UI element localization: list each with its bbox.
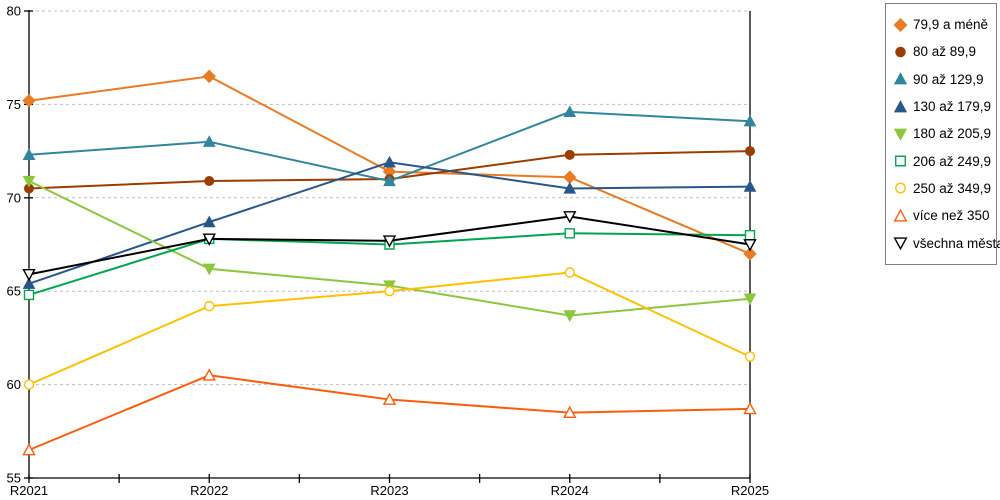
triangle-up-marker-icon — [893, 208, 908, 222]
y-tick-label: 55 — [7, 471, 21, 486]
triangle-down-marker-icon — [893, 237, 908, 251]
data-point-marker — [563, 170, 577, 184]
data-point-marker — [22, 175, 36, 188]
series-90-a-129-9 — [22, 105, 757, 187]
data-point-marker — [22, 277, 36, 289]
data-point-marker — [564, 228, 575, 239]
legend-item: 206 až 249,9 — [893, 147, 992, 174]
legend-item: 90 až 129,9 — [893, 66, 992, 93]
legend: 79,9 a méně 80 až 89,9 90 až 129,9 130 až 1… — [885, 3, 1000, 265]
legend-item: všechna města — [893, 229, 1000, 256]
data-point-marker — [563, 405, 577, 418]
data-point-marker — [744, 351, 756, 362]
legend-label: 206 až 249,9 — [913, 153, 992, 169]
data-point-marker — [204, 175, 215, 186]
series-130-a-179-9 — [22, 155, 757, 289]
y-tick-label: 70 — [7, 190, 21, 205]
data-point-marker — [382, 235, 397, 248]
legend-item: 250 až 349,9 — [893, 175, 992, 202]
data-point-marker — [22, 148, 36, 161]
data-point-marker — [743, 401, 757, 415]
series-v-echna-m-sta — [22, 211, 757, 282]
data-point-marker — [743, 293, 757, 306]
data-point-marker — [743, 180, 757, 192]
data-point-marker — [202, 233, 216, 246]
y-tick-label: 75 — [7, 97, 21, 112]
x-tick-label: R2021 — [10, 483, 48, 498]
legend-item: 79,9 a méně — [893, 11, 992, 38]
data-point-marker — [743, 247, 757, 261]
x-tick-label: R2024 — [551, 483, 589, 498]
legend-label: 130 až 179,9 — [913, 99, 992, 115]
legend-label: více než 350 — [913, 208, 990, 224]
data-point-marker — [895, 46, 906, 58]
data-point-marker — [22, 443, 36, 456]
data-point-marker — [382, 392, 397, 405]
data-point-marker — [564, 267, 575, 278]
series-250-a-349-9 — [23, 267, 756, 390]
legend-label: 90 až 129,9 — [913, 71, 984, 87]
data-point-marker — [564, 149, 575, 160]
data-point-marker — [563, 181, 577, 194]
data-point-marker — [563, 310, 577, 323]
data-point-marker — [893, 17, 908, 32]
circle-marker-icon — [895, 46, 906, 58]
data-point-marker — [893, 72, 908, 85]
legend-label: 80 až 89,9 — [913, 44, 977, 60]
legend-item: 180 až 205,9 — [893, 120, 992, 147]
triangle-down-marker-icon — [893, 128, 908, 141]
data-point-marker — [383, 155, 396, 168]
data-point-marker — [893, 128, 908, 141]
legend-label: 79,9 a méně — [913, 17, 989, 33]
data-point-marker — [202, 263, 216, 276]
series-79-9-a-m-n- — [22, 69, 757, 261]
triangle-up-marker-icon — [893, 72, 908, 85]
data-point-marker — [744, 229, 756, 241]
legend-item: více než 350 — [893, 202, 992, 229]
data-point-marker — [563, 105, 577, 118]
circle-marker-icon — [895, 182, 906, 194]
data-point-marker — [893, 208, 908, 222]
data-point-marker — [202, 368, 216, 381]
x-tick-label: R2023 — [370, 483, 408, 498]
y-tick-label: 65 — [7, 284, 21, 299]
triangle-up-marker-icon — [893, 99, 908, 112]
series-line — [28, 374, 751, 451]
y-tick-label: 60 — [7, 377, 21, 392]
y-tick-label: 80 — [7, 4, 21, 19]
data-point-marker — [22, 93, 36, 108]
legend-item: 80 až 89,9 — [893, 38, 992, 65]
data-point-marker — [23, 289, 35, 301]
data-point-marker — [202, 135, 216, 147]
legend-item: 130 až 179,9 — [893, 93, 992, 120]
legend-label: 250 až 349,9 — [913, 180, 992, 196]
data-point-marker — [895, 182, 906, 194]
x-tick-label: R2025 — [731, 483, 769, 498]
data-point-marker — [202, 69, 216, 84]
data-point-marker — [895, 155, 906, 167]
data-point-marker — [893, 237, 908, 251]
data-point-marker — [743, 114, 757, 127]
data-point-marker — [383, 174, 396, 187]
x-tick-label: R2022 — [190, 483, 228, 498]
data-point-marker — [744, 146, 756, 157]
data-point-marker — [743, 239, 757, 252]
data-point-marker — [893, 99, 908, 112]
diamond-marker-icon — [893, 17, 908, 32]
legend-label: 180 až 205,9 — [913, 126, 992, 142]
square-marker-icon — [895, 155, 906, 167]
data-point-marker — [384, 285, 395, 297]
data-point-marker — [23, 379, 35, 390]
data-point-marker — [22, 269, 36, 282]
legend-label: všechna města — [913, 235, 1000, 251]
series-v-ce-ne-350 — [22, 368, 757, 456]
data-point-marker — [202, 215, 216, 228]
data-point-marker — [204, 300, 215, 312]
data-point-marker — [563, 211, 577, 224]
